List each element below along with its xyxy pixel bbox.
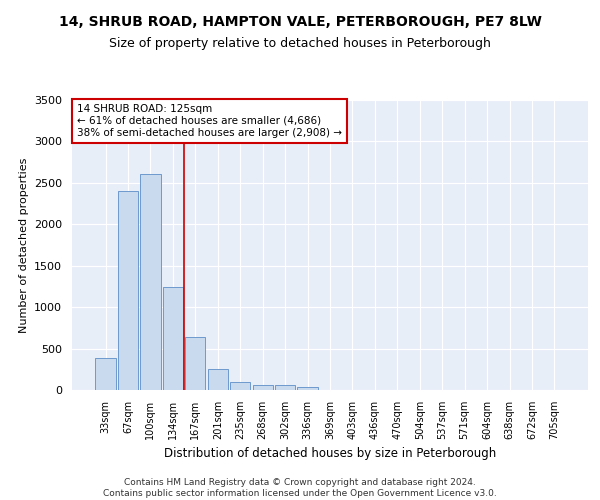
Text: Size of property relative to detached houses in Peterborough: Size of property relative to detached ho… bbox=[109, 38, 491, 51]
Bar bbox=[230, 382, 250, 390]
X-axis label: Distribution of detached houses by size in Peterborough: Distribution of detached houses by size … bbox=[164, 448, 496, 460]
Bar bbox=[253, 385, 273, 390]
Bar bbox=[298, 387, 317, 390]
Text: 14, SHRUB ROAD, HAMPTON VALE, PETERBOROUGH, PE7 8LW: 14, SHRUB ROAD, HAMPTON VALE, PETERBOROU… bbox=[59, 15, 541, 29]
Bar bbox=[185, 337, 205, 390]
Bar bbox=[275, 386, 295, 390]
Text: Contains HM Land Registry data © Crown copyright and database right 2024.
Contai: Contains HM Land Registry data © Crown c… bbox=[103, 478, 497, 498]
Bar bbox=[95, 358, 116, 390]
Bar bbox=[140, 174, 161, 390]
Text: 14 SHRUB ROAD: 125sqm
← 61% of detached houses are smaller (4,686)
38% of semi-d: 14 SHRUB ROAD: 125sqm ← 61% of detached … bbox=[77, 104, 342, 138]
Bar bbox=[118, 191, 138, 390]
Bar bbox=[163, 288, 183, 390]
Bar bbox=[208, 369, 228, 390]
Y-axis label: Number of detached properties: Number of detached properties bbox=[19, 158, 29, 332]
